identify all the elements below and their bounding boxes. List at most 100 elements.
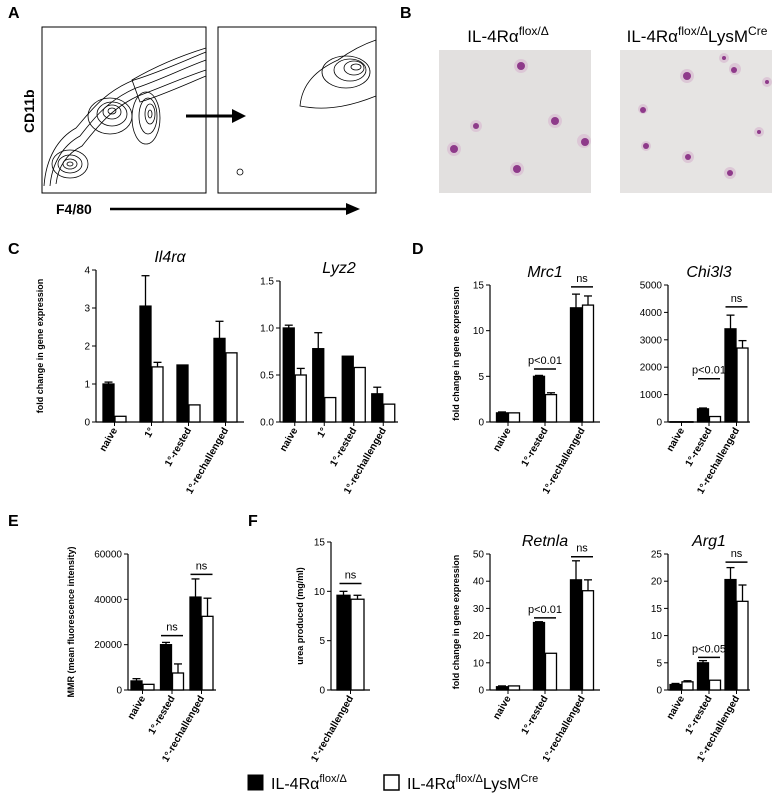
flow-plot-left: [41, 26, 207, 194]
legend-label-black: IL-4Rαflox/Δ: [271, 773, 348, 793]
legend-swatch-white: [383, 774, 400, 791]
significance-label: ns: [576, 273, 588, 285]
chart-title: Retnla: [522, 533, 568, 550]
y-tick-label: 0: [478, 418, 484, 429]
y-tick-label: 0: [116, 686, 122, 697]
y-tick-label: 0: [656, 686, 662, 697]
x-tick-label: 1°-rechallenged: [541, 694, 588, 764]
bar-flox: [213, 337, 226, 423]
chart-title: Arg1: [691, 533, 726, 550]
bar-lysmcre: [681, 421, 694, 423]
significance-label: ns: [731, 293, 743, 305]
micrograph-left: [439, 50, 591, 193]
bar-lysmcre: [708, 415, 722, 423]
significance-label: ns: [196, 560, 208, 572]
f480-arrow: [110, 203, 360, 215]
y-tick-label: 3000: [640, 335, 663, 346]
bar-flox: [102, 383, 115, 423]
chart-title: Mrc1: [527, 264, 563, 281]
y-axis-label: MMR (mean fluorescence intensity): [66, 546, 76, 697]
significance-label: ns: [166, 622, 178, 634]
y-tick-label: 1: [84, 380, 90, 391]
micrograph-right-title: IL-4Rαflox/ΔLysMCre: [627, 24, 768, 46]
bar-flox: [139, 305, 152, 423]
chart-chi3l3: 0 1000 2000 3000 4000 5000 Chi3l3 naive1°-reste…: [640, 264, 750, 496]
y-tick-label: 0.5: [260, 371, 274, 382]
bar-lysmcre: [544, 652, 558, 691]
chart-mrc1: 0 5 10 15 Mrc1 fold change in gene expression…: [451, 264, 600, 496]
bar-lysmcre: [171, 672, 185, 691]
bar-lysmcre: [350, 598, 365, 691]
bar-lysmcre: [151, 366, 164, 423]
chart-urea: 0 5 10 15 urea produced (mg/ml) 1°-rechalleng…: [295, 538, 370, 764]
significance-label: p<0.01: [528, 355, 562, 367]
x-tick-label: 1°-rested: [520, 426, 551, 469]
panel-label-e: E: [8, 513, 19, 530]
bar-lysmcre: [681, 681, 694, 691]
y-tick-label: 4000: [640, 308, 663, 319]
y-axis-label: fold change in gene expression: [451, 555, 461, 690]
legend-swatch-black: [247, 774, 264, 791]
panel-label-a: A: [8, 5, 20, 22]
bar-lysmcre: [142, 683, 155, 691]
bar-flox: [532, 621, 546, 691]
f480-axis-label: F4/80: [56, 201, 92, 217]
bar-lysmcre: [353, 366, 366, 423]
y-tick-label: 5000: [640, 281, 663, 292]
chart-il4ra: 0 1 2 3 4 Il4rα fold change in gene expression…: [35, 249, 244, 496]
significance-label: p<0.05: [692, 643, 726, 655]
gate-arrow: [186, 109, 246, 123]
x-tick-label: naive: [665, 426, 688, 454]
significance-label: ns: [576, 543, 588, 555]
y-tick-label: 0: [84, 418, 90, 429]
bar-flox: [176, 364, 189, 423]
y-tick-label: 0: [656, 418, 662, 429]
y-tick-label: 10: [473, 326, 485, 337]
x-tick-label: naive: [491, 694, 514, 722]
y-axis-label: urea produced (mg/ml): [295, 567, 305, 665]
y-tick-label: 50: [473, 550, 485, 561]
bar-flox: [569, 307, 583, 423]
y-tick-label: 4: [84, 266, 90, 277]
panel-label-f: F: [248, 513, 258, 530]
bar-flox: [336, 594, 351, 691]
x-tick-label: naive: [278, 426, 301, 454]
x-tick-label: 1°: [316, 426, 330, 440]
chart-title: Il4rα: [154, 249, 186, 266]
bar-flox: [282, 327, 295, 423]
cd11b-axis-label: CD11b: [21, 89, 37, 133]
bar-flox: [669, 683, 682, 691]
bar-lysmcre: [188, 404, 201, 423]
y-tick-label: 0: [478, 686, 484, 697]
y-tick-label: 20: [473, 631, 485, 642]
x-tick-label: naive: [665, 694, 688, 722]
chart-title: Lyz2: [322, 260, 356, 277]
bar-flox: [696, 662, 710, 691]
panel-label-b: B: [400, 5, 412, 22]
significance-label: ns: [731, 548, 743, 560]
y-tick-label: 15: [473, 281, 485, 292]
chart-retnla: 0 10 20 30 40 50 Retnla fold change in gene exp…: [451, 533, 600, 764]
y-tick-label: 2000: [640, 363, 663, 374]
flow-plot-right: [217, 26, 377, 194]
bar-lysmcre: [708, 679, 722, 691]
y-tick-label: 15: [314, 538, 326, 549]
y-tick-label: 40000: [94, 595, 122, 606]
bar-flox: [724, 578, 737, 691]
bar-lysmcre: [581, 590, 595, 691]
chart-arg1: 0510152025Arg1naive1°-rested1°-rechallen…: [651, 533, 750, 764]
y-tick-label: 10: [651, 631, 663, 642]
bar-flox: [371, 393, 384, 423]
x-tick-label: 1°-rested: [684, 694, 715, 737]
x-tick-label: 1°-rechallenged: [309, 694, 356, 764]
y-tick-label: 40: [473, 577, 485, 588]
micrograph-left-title: IL-4Rαflox/Δ: [467, 24, 548, 46]
y-tick-label: 1000: [640, 390, 663, 401]
significance-label: p<0.01: [528, 604, 562, 616]
x-tick-label: 1°: [143, 426, 157, 440]
significance-label: p<0.01: [692, 365, 726, 377]
bar-lysmcre: [544, 393, 558, 423]
y-tick-label: 5: [319, 636, 325, 647]
x-tick-label: 1°-rested: [520, 694, 551, 737]
